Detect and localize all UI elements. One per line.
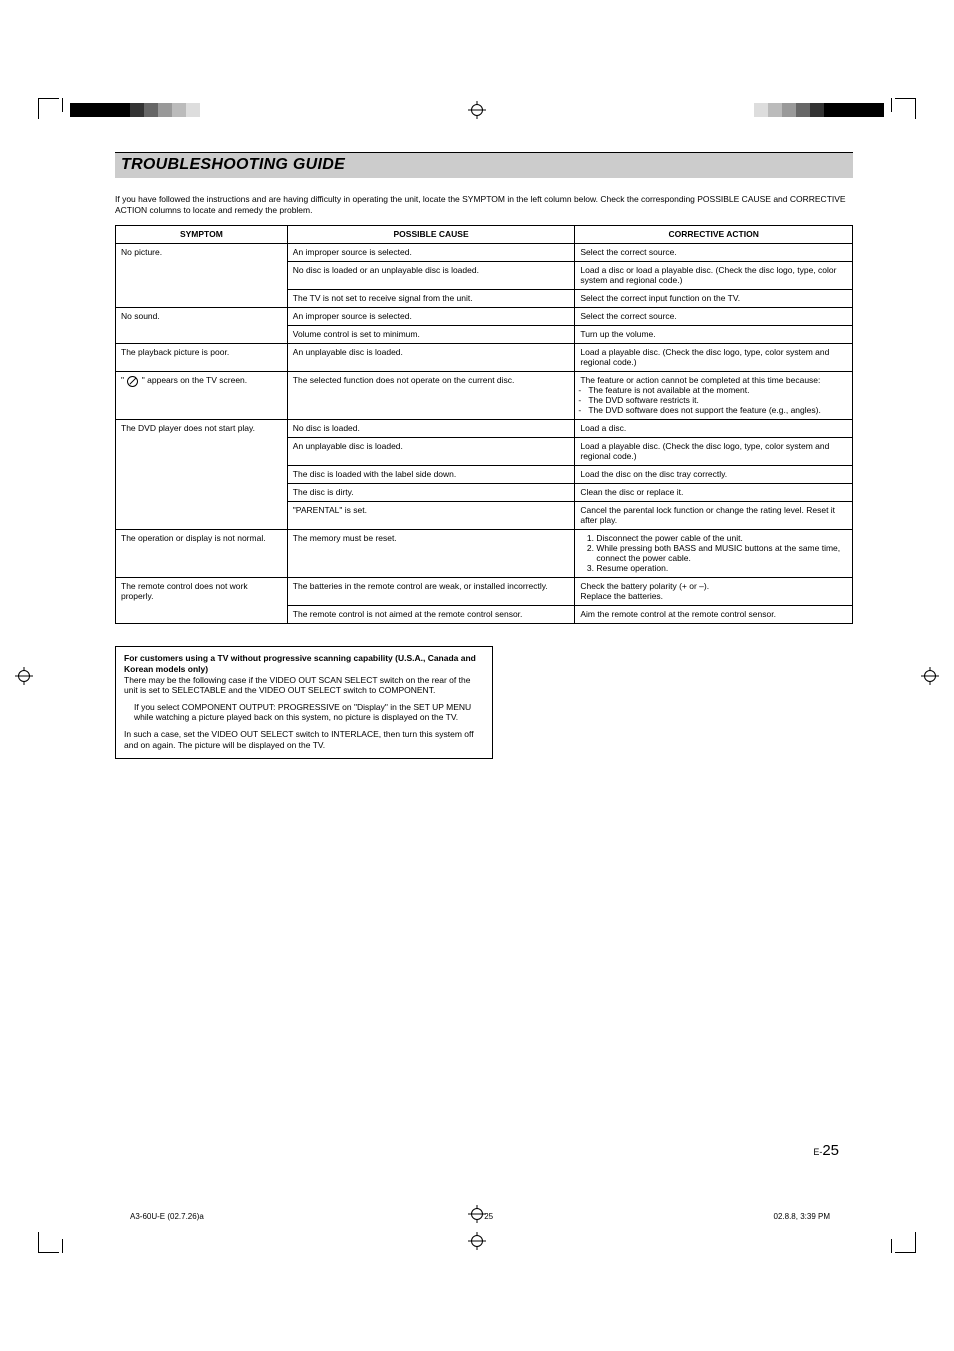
cell-cause: The disc is loaded with the label side d…: [287, 466, 575, 484]
header-corrective: CORRECTIVE ACTION: [575, 226, 853, 244]
symptom-text: " appears on the TV screen.: [139, 375, 247, 385]
cell-cause: The selected function does not operate o…: [287, 372, 575, 420]
cell-corrective: The feature or action cannot be complete…: [575, 372, 853, 420]
page: TROUBLESHOOTING GUIDE If you have follow…: [0, 0, 954, 1351]
slug-file: A3-60U-E (02.7.26)a: [130, 1212, 204, 1221]
list-item: The DVD software restricts it.: [588, 395, 847, 405]
intro-text: If you have followed the instructions an…: [115, 194, 853, 215]
cell-symptom: The operation or display is not normal.: [116, 530, 288, 578]
content-area: TROUBLESHOOTING GUIDE If you have follow…: [115, 152, 853, 759]
crosshair-icon: [468, 1232, 486, 1250]
cell-corrective: Aim the remote control at the remote con…: [575, 606, 853, 624]
note-box: For customers using a TV without progres…: [115, 646, 493, 759]
cell-corrective: Turn up the volume.: [575, 326, 853, 344]
cell-cause: The batteries in the remote control are …: [287, 578, 575, 606]
list-item: Disconnect the power cable of the unit.: [596, 533, 847, 543]
cell-symptom: The playback picture is poor.: [116, 344, 288, 372]
corrective-head: The feature or action cannot be complete…: [580, 375, 820, 385]
crosshair-icon: [15, 667, 33, 685]
cell-cause: An unplayable disc is loaded.: [287, 438, 575, 466]
cell-symptom: The remote control does not work properl…: [116, 578, 288, 624]
header-symptom: SYMPTOM: [116, 226, 288, 244]
corrective-line: Replace the batteries.: [580, 591, 663, 601]
list-item: Resume operation.: [596, 563, 847, 573]
cell-corrective: Select the correct input function on the…: [575, 290, 853, 308]
cell-cause: The remote control is not aimed at the r…: [287, 606, 575, 624]
cell-cause: An improper source is selected.: [287, 308, 575, 326]
cell-cause: Volume control is set to minimum.: [287, 326, 575, 344]
note-paragraph: There may be the following case if the V…: [124, 675, 484, 696]
page-number: E-25: [813, 1142, 839, 1159]
list-item: The DVD software does not support the fe…: [588, 405, 847, 415]
cell-corrective: Select the correct source.: [575, 308, 853, 326]
cell-corrective: Select the correct source.: [575, 244, 853, 262]
list-item: The feature is not available at the mome…: [588, 385, 847, 395]
cell-symptom: The DVD player does not start play.: [116, 420, 288, 530]
cell-corrective: Clean the disc or replace it.: [575, 484, 853, 502]
header-cause: POSSIBLE CAUSE: [287, 226, 575, 244]
cell-symptom: " " appears on the TV screen.: [116, 372, 288, 420]
list-item: While pressing both BASS and MUSIC butto…: [596, 543, 847, 563]
cell-cause: An improper source is selected.: [287, 244, 575, 262]
crosshair-icon: [921, 667, 939, 685]
cell-corrective: Load a disc.: [575, 420, 853, 438]
note-title: For customers using a TV without progres…: [124, 653, 484, 674]
cell-cause: An unplayable disc is loaded.: [287, 344, 575, 372]
cell-cause: The memory must be reset.: [287, 530, 575, 578]
slug-stamp: 02.8.8, 3:39 PM: [774, 1212, 830, 1221]
prohibit-icon: [127, 376, 138, 387]
cell-corrective: Load a playable disc. (Check the disc lo…: [575, 344, 853, 372]
crosshair-icon: [468, 1205, 486, 1223]
cell-corrective: Load the disc on the disc tray correctly…: [575, 466, 853, 484]
cell-corrective: Load a disc or load a playable disc. (Ch…: [575, 262, 853, 290]
crosshair-icon: [468, 101, 486, 119]
cell-cause: The disc is dirty.: [287, 484, 575, 502]
cell-corrective: Check the battery polarity (+ or –). Rep…: [575, 578, 853, 606]
page-number-value: 25: [822, 1142, 839, 1159]
page-prefix: E-: [813, 1147, 822, 1157]
quote-text: ": [121, 375, 126, 385]
cell-symptom: No picture.: [116, 244, 288, 308]
cell-cause: No disc is loaded or an unplayable disc …: [287, 262, 575, 290]
corrective-line: Check the battery polarity (+ or –).: [580, 581, 709, 591]
corrective-list: The feature is not available at the mome…: [580, 385, 847, 415]
cell-symptom: No sound.: [116, 308, 288, 344]
cell-corrective: Disconnect the power cable of the unit. …: [575, 530, 853, 578]
cell-cause: No disc is loaded.: [287, 420, 575, 438]
cell-cause: The TV is not set to receive signal from…: [287, 290, 575, 308]
cell-corrective: Cancel the parental lock function or cha…: [575, 502, 853, 530]
troubleshooting-table: SYMPTOM POSSIBLE CAUSE CORRECTIVE ACTION…: [115, 225, 853, 624]
section-title: TROUBLESHOOTING GUIDE: [115, 152, 853, 178]
note-indent: If you select COMPONENT OUTPUT: PROGRESS…: [134, 702, 484, 723]
cell-corrective: Load a playable disc. (Check the disc lo…: [575, 438, 853, 466]
corrective-list: Disconnect the power cable of the unit. …: [580, 533, 847, 573]
note-paragraph: In such a case, set the VIDEO OUT SELECT…: [124, 729, 484, 750]
cell-cause: "PARENTAL" is set.: [287, 502, 575, 530]
